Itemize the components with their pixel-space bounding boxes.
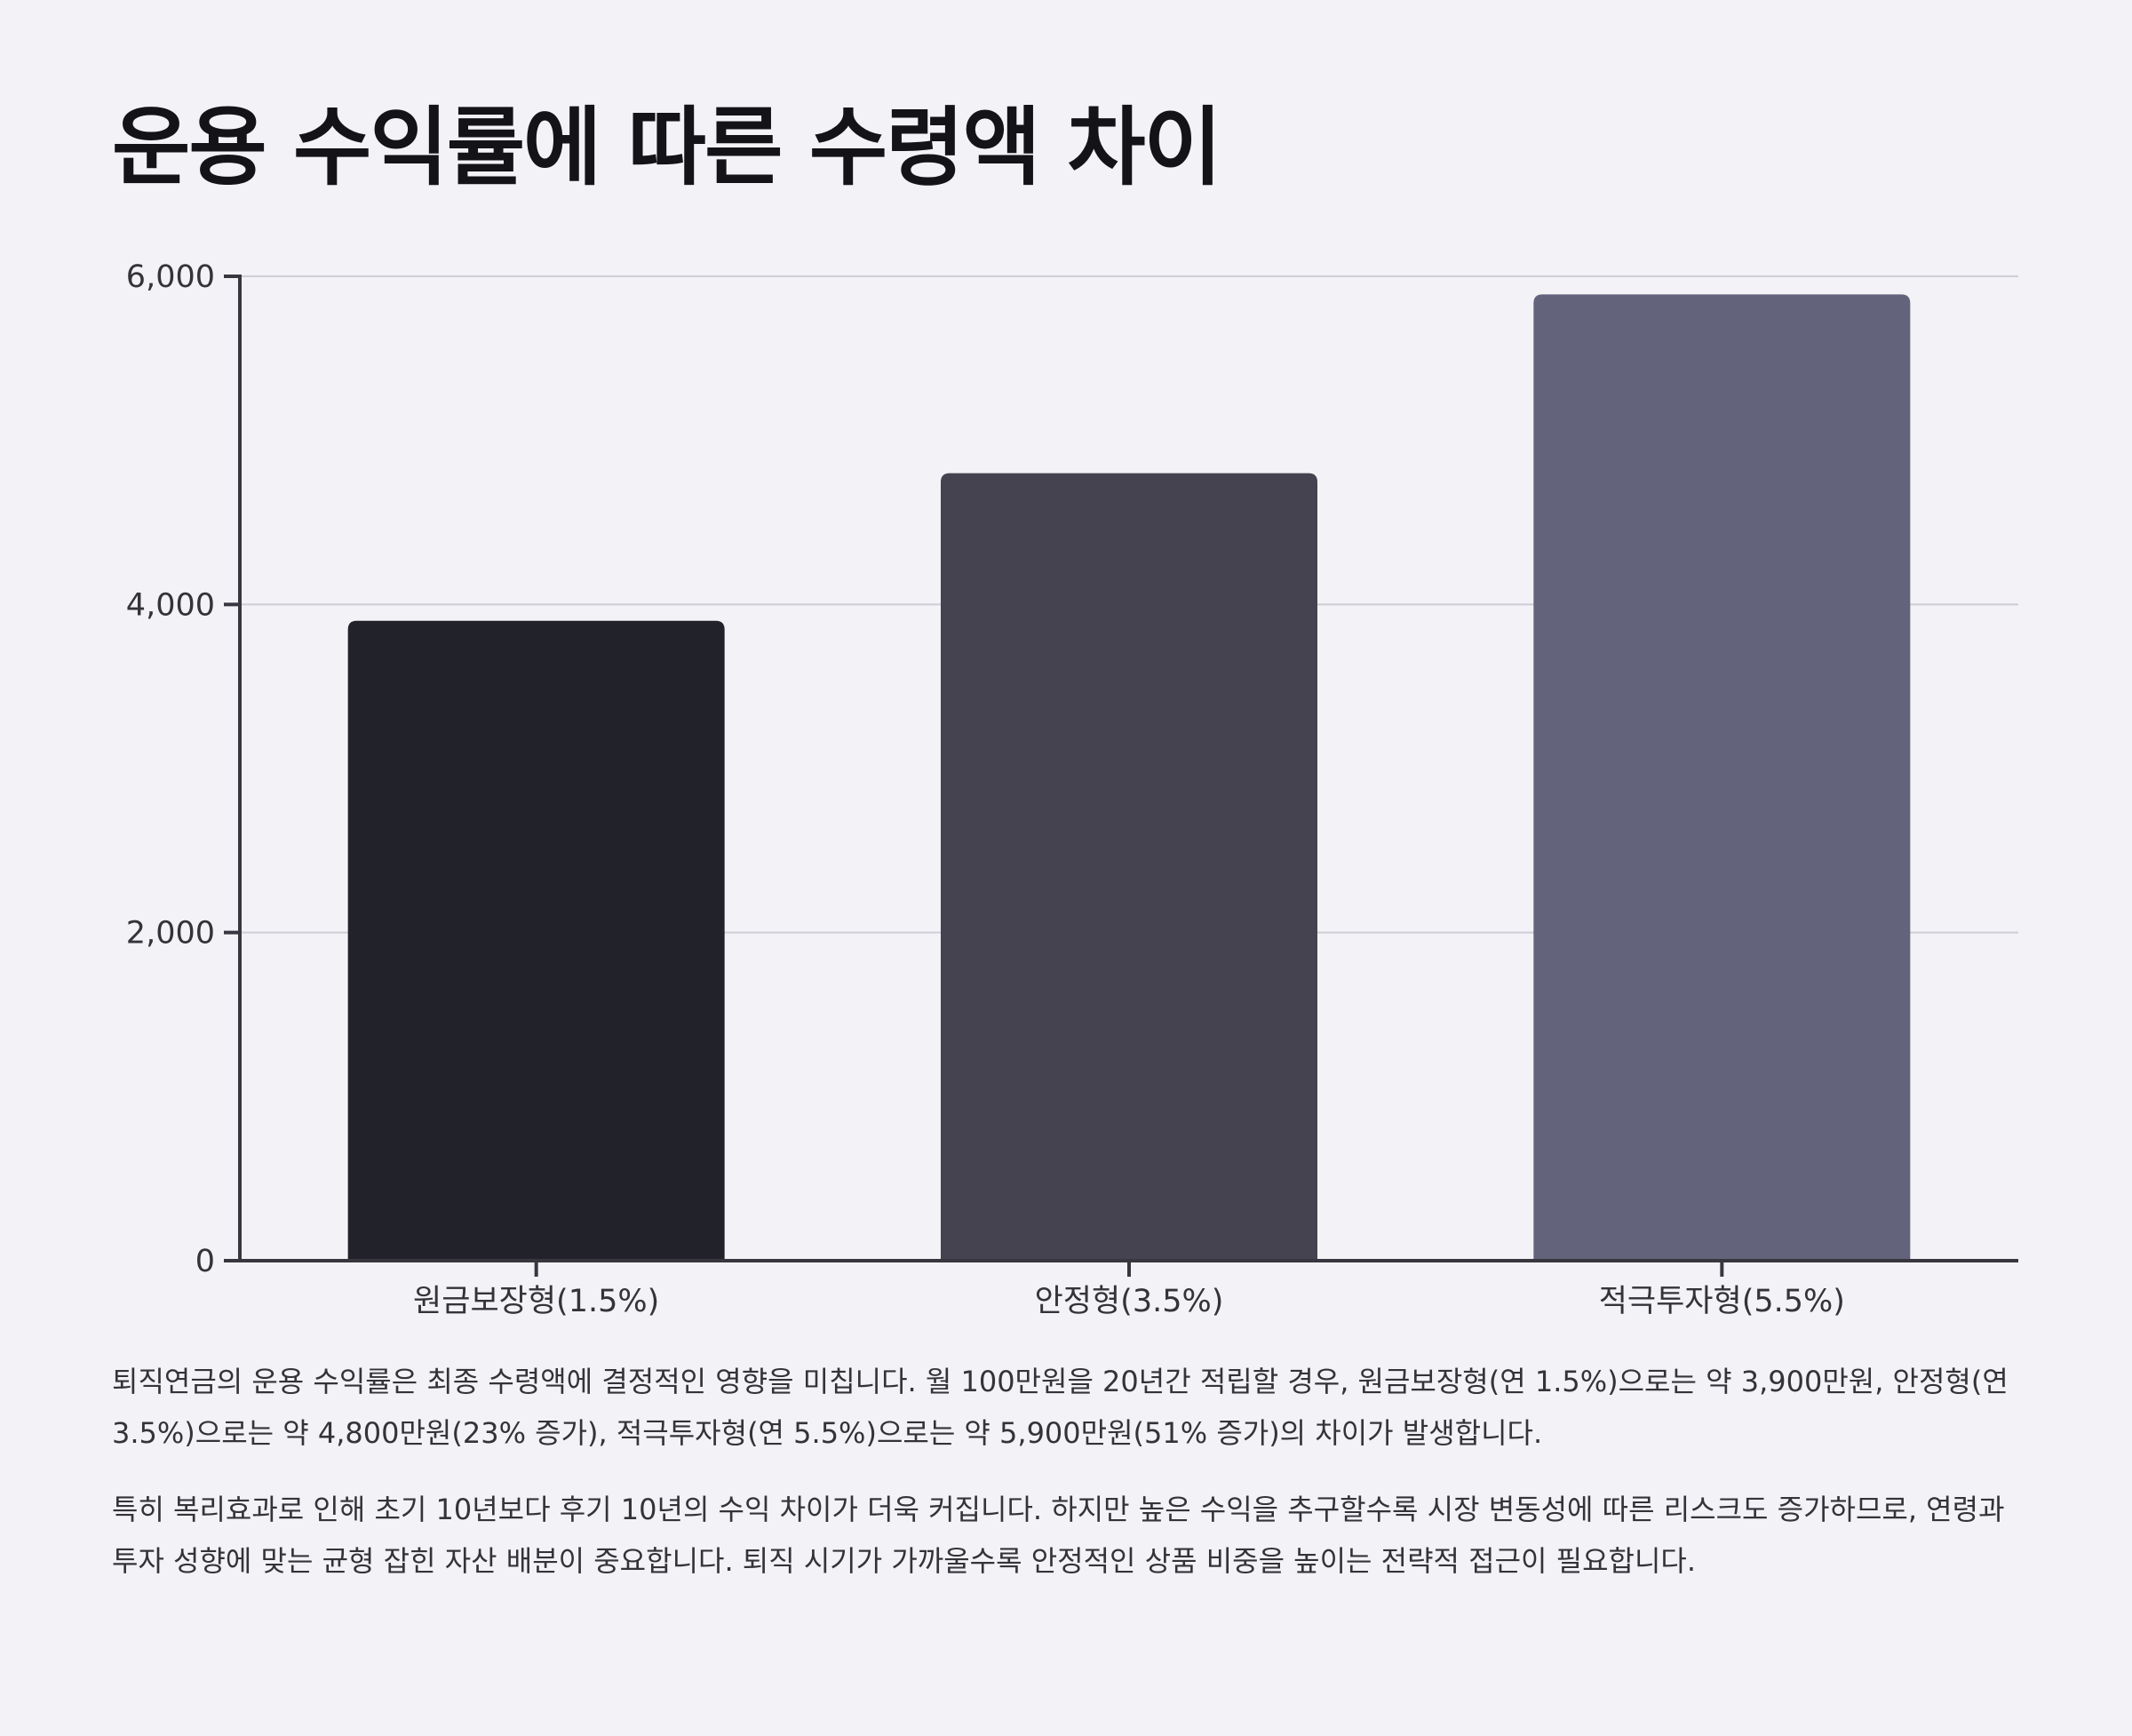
- tick-labels: 0 2,000 4,000 6,000 원금보장형(1.5%) 안정형(3.5%) 적극투자…: [126, 259, 1845, 1319]
- y-tick-label: 2,000: [126, 916, 215, 952]
- y-tick-label: 4,000: [126, 587, 215, 623]
- bar: [347, 620, 725, 1261]
- y-tick-label: 0: [195, 1244, 215, 1279]
- description: 퇴직연금의 운용 수익률은 최종 수령액에 결정적인 영향을 미칩니다. 월 1…: [112, 1356, 2013, 1612]
- description-paragraph-1: 퇴직연금의 운용 수익률은 최종 수령액에 결정적인 영향을 미칩니다. 월 1…: [112, 1365, 2009, 1450]
- description-paragraph-2: 특히 복리효과로 인해 초기 10년보다 후기 10년의 수익 차이가 더욱 커…: [112, 1493, 2005, 1578]
- bars: [347, 294, 1911, 1261]
- y-tick-label: 6,000: [126, 259, 215, 295]
- axes: [224, 275, 2018, 1277]
- bar: [1533, 294, 1911, 1261]
- bar: [941, 473, 1317, 1261]
- page-title: 운용 수익률에 따른 수령액 차이: [112, 98, 1222, 197]
- x-tick-label: 적극투자형(5.5%): [1599, 1284, 1845, 1319]
- bar-chart: 0 2,000 4,000 6,000 원금보장형(1.5%) 안정형(3.5%) 적극투자…: [126, 259, 2018, 1319]
- x-tick-label: 안정형(3.5%): [1035, 1284, 1224, 1319]
- x-tick-label: 원금보장형(1.5%): [413, 1284, 659, 1319]
